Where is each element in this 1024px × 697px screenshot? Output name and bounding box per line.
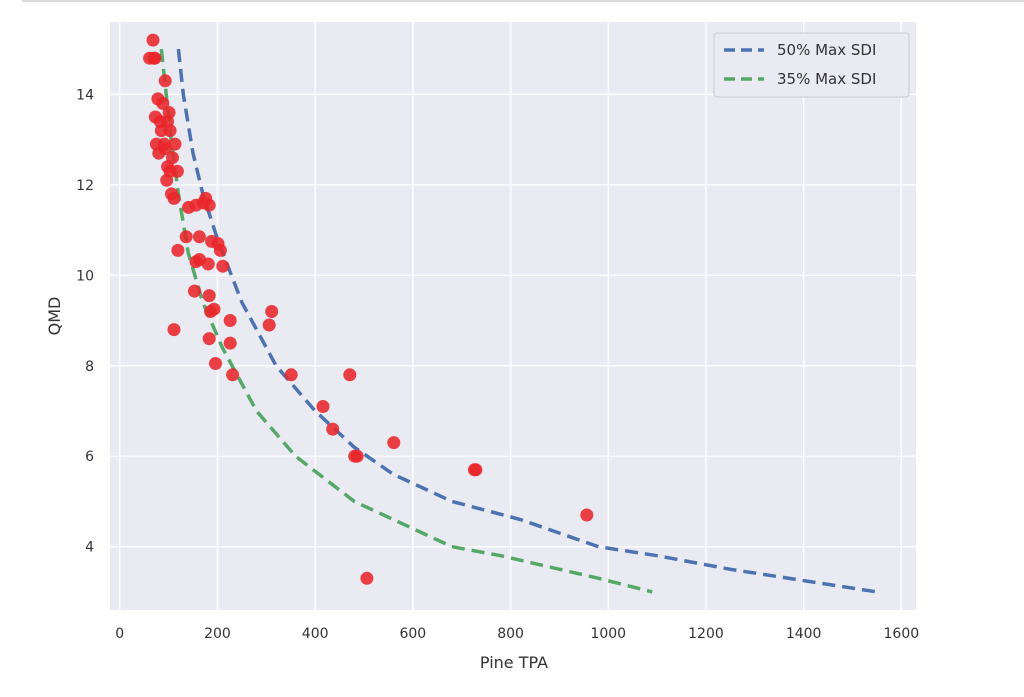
y-tick-label: 10	[76, 268, 94, 284]
scatter-point	[316, 400, 330, 413]
scatter-point	[156, 96, 170, 110]
scatter-point	[387, 436, 401, 450]
scatter-point	[182, 200, 196, 214]
x-tick-label: 400	[302, 626, 329, 642]
scatter-point	[148, 51, 162, 65]
scatter-point	[265, 305, 279, 318]
x-axis-ticks: 0 200 400 600 800 1000 1200 1400 1600	[115, 626, 919, 642]
top-divider	[22, 0, 1024, 2]
scatter-point	[179, 230, 193, 244]
scatter-point	[226, 368, 240, 382]
series-line-1	[159, 48, 653, 594]
x-tick-label: 1200	[688, 626, 724, 642]
plot-area	[110, 22, 916, 610]
scatter-point	[170, 164, 184, 178]
scatter-points	[143, 33, 594, 585]
legend-label-35-max-sdi: 35% Max SDI	[777, 70, 876, 88]
x-tick-label: 1400	[786, 626, 822, 642]
scatter-point	[158, 74, 172, 88]
x-axis-label: Pine TPA	[480, 653, 548, 672]
scatter-point	[202, 198, 216, 212]
scatter-point	[360, 571, 374, 585]
scatter-point	[326, 422, 340, 436]
y-tick-label: 14	[76, 87, 94, 103]
scatter-point	[171, 243, 185, 257]
scatter-point	[262, 318, 276, 332]
y-axis-label: QMD	[45, 297, 64, 336]
scatter-point	[469, 463, 483, 477]
scatter-point	[146, 33, 160, 47]
series-line-0	[176, 48, 878, 594]
y-axis-ticks: 4 6 8 10 12 14	[76, 87, 94, 555]
legend: 50% Max SDI 35% Max SDI	[713, 32, 910, 98]
x-tick-label: 1000	[590, 626, 626, 642]
scatter-point	[209, 357, 222, 370]
y-tick-label: 4	[85, 540, 94, 556]
scatter-point	[350, 449, 364, 463]
y-tick-label: 8	[85, 359, 94, 375]
scatter-point	[223, 336, 237, 350]
scatter-point	[154, 124, 168, 138]
scatter-point	[152, 146, 166, 160]
scatter-point	[192, 253, 206, 266]
scatter-point	[284, 368, 298, 382]
scatter-point	[192, 230, 206, 244]
scatter-point	[223, 314, 237, 327]
x-tick-label: 800	[497, 626, 524, 642]
scatter-point	[188, 284, 201, 298]
scatter-point	[216, 259, 230, 273]
scatter-point	[204, 305, 218, 318]
y-tick-label: 12	[76, 178, 94, 194]
scatter-point	[168, 137, 182, 151]
scatter-point	[202, 332, 216, 346]
scatter-point	[167, 191, 181, 205]
scatter-point	[580, 508, 594, 522]
scatter-point	[343, 368, 357, 382]
scatter-point	[202, 289, 216, 303]
x-tick-label: 600	[399, 626, 426, 642]
legend-label-50-max-sdi: 50% Max SDI	[777, 41, 876, 59]
x-tick-label: 200	[204, 626, 231, 642]
scatter-point	[167, 323, 181, 337]
y-tick-label: 6	[85, 449, 94, 465]
x-tick-label: 0	[115, 626, 124, 642]
x-tick-label: 1600	[884, 626, 920, 642]
grid-lines	[110, 22, 916, 610]
scatter-point	[160, 173, 174, 187]
scatter-point	[213, 243, 227, 257]
series-lines	[159, 48, 878, 594]
